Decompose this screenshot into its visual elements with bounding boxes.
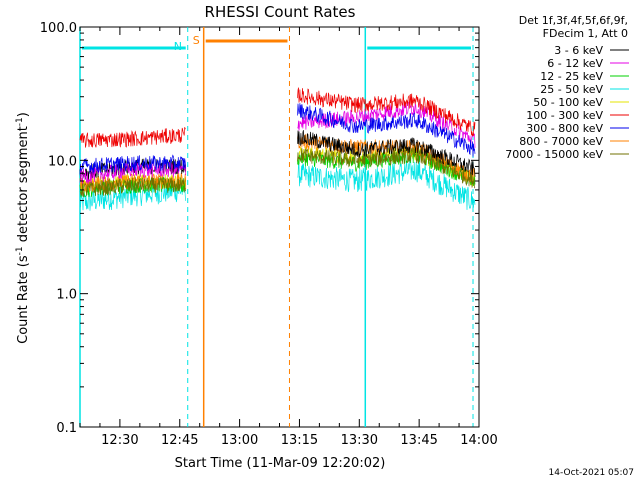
legend-label-12-25-kev: 12 - 25 keV — [540, 70, 603, 83]
y-tick-label: 0.1 — [56, 421, 77, 436]
series-line-7000-15000-kev-seg1 — [79, 176, 187, 198]
series-line-100-300-kev-seg1 — [79, 127, 186, 148]
legend: Det 1f,3f,4f,5f,6f,9f, FDecim 1, Att 0 3… — [505, 14, 629, 161]
legend-label-25-50-kev: 25 - 50 keV — [540, 83, 603, 96]
series-line-100-300-kev-seg2 — [297, 87, 476, 137]
y-tick-label: 100.0 — [40, 21, 77, 36]
legend-header-line2: FDecim 1, Att 0 — [543, 27, 628, 40]
series-line-7000-15000-kev-seg2 — [297, 147, 476, 189]
x-tick-label: 12:45 — [161, 433, 198, 448]
footer-timestamp: 14-Oct-2021 05:07 — [549, 468, 634, 478]
series-line-300-800-kev-seg2 — [297, 103, 476, 157]
x-axis-title: Start Time (11-Mar-09 12:20:02) — [175, 456, 386, 471]
legend-label-100-300-kev: 100 - 300 keV — [526, 109, 603, 122]
x-tick-label: 12:30 — [101, 433, 138, 448]
plot-frame — [79, 26, 480, 428]
night-label: N — [174, 40, 182, 53]
legend-label-50-100-kev: 50 - 100 keV — [533, 96, 603, 109]
x-tick-label: 13:15 — [281, 433, 318, 448]
y-axis-title: Count Rate (s-1 detector segment-1) — [15, 112, 31, 344]
series-line-25-50-kev-seg1 — [79, 179, 187, 211]
legend-label-3-6-kev: 3 - 6 keV — [554, 44, 603, 57]
legend-header-line1: Det 1f,3f,4f,5f,6f,9f, — [519, 14, 628, 27]
legend-label-6-12-kev: 6 - 12 keV — [547, 57, 603, 70]
legend-label-300-800-kev: 300 - 800 keV — [526, 122, 603, 135]
x-tick-label: 14:00 — [460, 433, 497, 448]
series-line-300-800-kev-seg1 — [79, 154, 187, 175]
series-line-25-50-kev-seg2 — [297, 159, 476, 210]
legend-label-800-7000-kev: 800 - 7000 keV — [519, 135, 603, 148]
chart-title: RHESSI Count Rates — [205, 3, 356, 21]
y-tick-label: 1.0 — [56, 288, 77, 303]
y-tick-label: 10.0 — [48, 154, 77, 169]
saa-label: S — [193, 34, 200, 47]
x-tick-label: 13:45 — [400, 433, 437, 448]
series-line-3-6-kev-seg2 — [297, 130, 476, 177]
x-tick-label: 13:00 — [221, 433, 258, 448]
legend-label-7000-15000-kev: 7000 - 15000 keV — [505, 148, 603, 161]
x-tick-label: 13:30 — [341, 433, 378, 448]
